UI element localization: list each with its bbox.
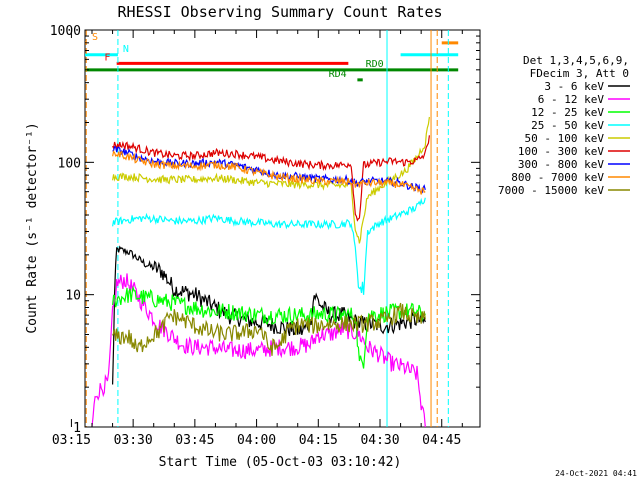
series-line-50-100-kev [112, 116, 430, 244]
flag-label-f: F [104, 52, 110, 63]
y-tick-label-3: 1000 [50, 24, 81, 39]
legend-entry-8: 7000 - 15000 keV [498, 184, 604, 197]
x-tick-label-0: 03:15 [52, 433, 91, 448]
legend-header-line-1: FDecim 3, Att 0 [530, 67, 629, 80]
flag-label-rd0: RD0 [366, 59, 384, 70]
legend-entry-4: 50 - 100 keV [525, 132, 605, 145]
y-tick-label-1: 10 [65, 289, 81, 304]
x-tick-label-6: 04:45 [422, 433, 461, 448]
legend-header-line-0: Det 1,3,4,5,6,9, [523, 54, 629, 67]
legend-entry-0: 3 - 6 keV [544, 80, 604, 93]
legend-entry-6: 300 - 800 keV [518, 158, 604, 171]
series-group [91, 116, 430, 428]
footer-timestamp: 24-Oct-2021 04:41 [555, 469, 637, 478]
series-line-7000-15000-kev [112, 302, 426, 356]
x-tick-label-5: 04:30 [360, 433, 399, 448]
flag-label-n: N [123, 44, 129, 55]
series-line-6-12-kev [91, 273, 426, 428]
series-line-25-50-kev [112, 197, 426, 295]
legend-entry-7: 800 - 7000 keV [511, 171, 604, 184]
x-tick-label-3: 04:00 [237, 433, 276, 448]
x-tick-label-1: 03:30 [114, 433, 153, 448]
x-axis-label: Start Time (05-Oct-03 03:10:42) [159, 455, 402, 470]
flag-label-s: S [92, 32, 98, 43]
legend-entry-5: 100 - 300 keV [518, 145, 604, 158]
series-line-800-7000-kev [112, 150, 426, 195]
axes: 03:15 03:30 03:45 04:00 04:15 04:30 04:45 1 10 10… [50, 24, 480, 448]
plot-frame [84, 29, 481, 428]
y-tick-label-0: 1 [73, 421, 81, 436]
series-line-100-300-kev [112, 135, 430, 222]
flag-bars: S N F RD0 RD4 [85, 32, 459, 82]
y-tick-label-2: 100 [58, 156, 81, 171]
legend-entry-3: 25 - 50 keV [531, 119, 604, 132]
legend: Det 1,3,4,5,6,9,FDecim 3, Att 03 - 6 keV… [498, 54, 630, 197]
y-axis-label: Count Rate (s⁻¹ detector⁻¹) [25, 122, 40, 333]
legend-entry-2: 12 - 25 keV [531, 106, 604, 119]
x-tick-label-4: 04:15 [299, 433, 338, 448]
legend-entry-1: 6 - 12 keV [538, 93, 605, 106]
x-tick-label-2: 03:45 [175, 433, 214, 448]
chart-title: RHESSI Observing Summary Count Rates [117, 3, 442, 21]
flag-label-rd4: RD4 [329, 69, 347, 80]
